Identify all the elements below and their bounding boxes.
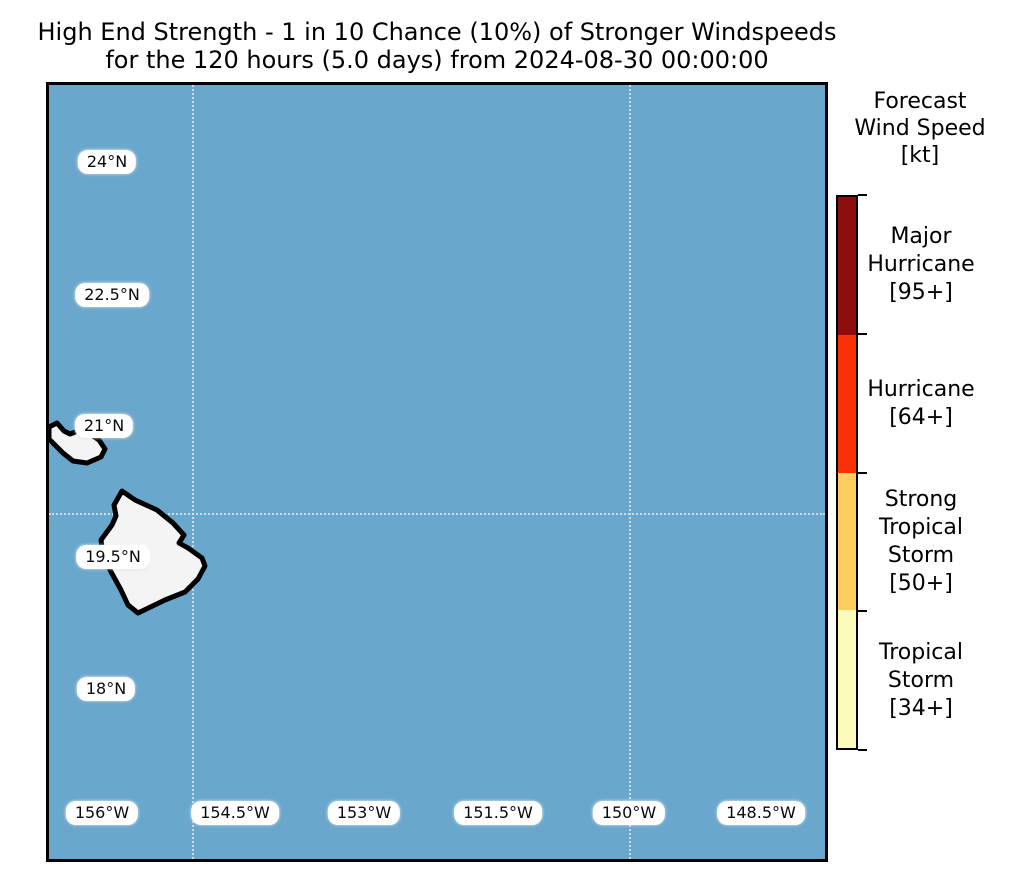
map-canvas: 24°N 22.5°N 21°N 19.5°N 18°N 156°W 154.5…	[46, 82, 828, 862]
legend-text: Hurricane	[867, 377, 975, 402]
gridline-20n	[49, 513, 825, 515]
colorbar-title-line1: Forecast	[873, 89, 967, 114]
figure-title: High End Strength - 1 in 10 Chance (10%)…	[0, 18, 874, 74]
gridline-155w	[192, 85, 194, 859]
legend-text: Storm	[887, 543, 955, 568]
legend-text: Tropical	[879, 515, 963, 540]
lon-label-151-5w: 151.5°W	[454, 801, 542, 825]
island-hawaii-big-island	[98, 488, 208, 616]
colorbar-title-line3: [kt]	[900, 143, 940, 168]
legend-label-major-hurricane: Major Hurricane [95+]	[836, 223, 1006, 307]
legend-label-hurricane: Hurricane [64+]	[836, 376, 1006, 432]
colorbar-tick-top	[858, 194, 867, 196]
legend-text: Strong	[884, 487, 958, 512]
lat-label-21n: 21°N	[74, 414, 134, 438]
colorbar-title: Forecast Wind Speed [kt]	[830, 88, 1010, 169]
colorbar-segment-strong-trop-storm	[838, 472, 856, 611]
lon-label-148-5w: 148.5°W	[717, 801, 805, 825]
legend-text: [95+]	[889, 280, 953, 305]
colorbar-tick-50	[858, 610, 867, 612]
lon-label-154-5w: 154.5°W	[191, 801, 279, 825]
gridline-150w	[629, 85, 631, 859]
legend-text: [50+]	[889, 571, 953, 596]
island-maui	[49, 420, 108, 466]
colorbar-segment-major-hurricane	[838, 197, 856, 335]
colorbar-segment-tropical-storm	[838, 610, 856, 748]
colorbar-title-line2: Wind Speed	[854, 116, 986, 141]
lon-label-156w: 156°W	[65, 801, 139, 825]
figure-title-line2: for the 120 hours (5.0 days) from 2024-0…	[105, 46, 769, 74]
legend-text: Storm	[887, 668, 955, 693]
legend-text: Tropical	[879, 640, 963, 665]
colorbar-tick-64	[858, 472, 867, 474]
colorbar	[836, 195, 858, 750]
colorbar-tick-bottom	[858, 749, 867, 751]
legend-text: [34+]	[889, 696, 953, 721]
legend-label-strong-tropical-storm: Strong Tropical Storm [50+]	[836, 486, 1006, 598]
colorbar-segment-hurricane	[838, 334, 856, 473]
figure-title-line1: High End Strength - 1 in 10 Chance (10%)…	[37, 18, 837, 46]
lat-label-18n: 18°N	[76, 677, 136, 701]
lat-label-19-5n: 19.5°N	[76, 545, 150, 569]
legend-text: Major	[890, 224, 952, 249]
lon-label-153w: 153°W	[327, 801, 401, 825]
colorbar-tick-95	[858, 333, 867, 335]
lat-label-24n: 24°N	[77, 150, 137, 174]
legend-text: Hurricane	[867, 252, 975, 277]
lon-label-150w: 150°W	[592, 801, 666, 825]
lat-label-22-5n: 22.5°N	[75, 283, 149, 307]
legend-label-tropical-storm: Tropical Storm [34+]	[836, 639, 1006, 723]
legend-text: [64+]	[889, 405, 953, 430]
islands-layer	[49, 420, 208, 616]
